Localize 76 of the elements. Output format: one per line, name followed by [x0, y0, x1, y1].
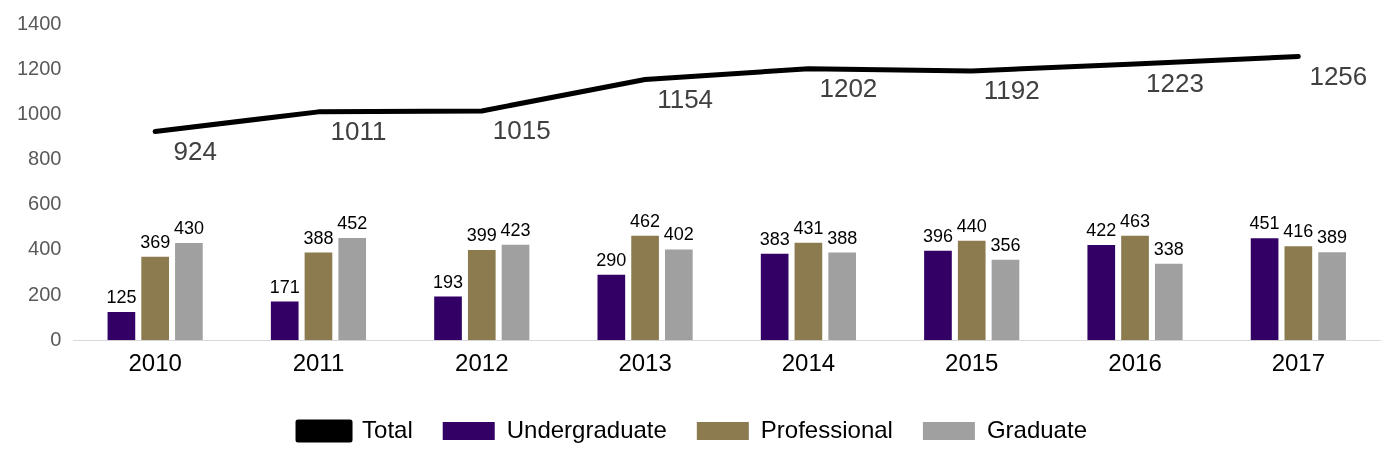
x-tick-label: 2015 [945, 349, 999, 377]
data-label: 451 [1249, 213, 1280, 234]
data-label: 396 [922, 225, 953, 246]
legend-label: Undergraduate [506, 415, 667, 443]
data-label: 452 [337, 213, 368, 234]
data-label: 416 [1283, 221, 1314, 242]
data-label: 125 [106, 286, 137, 307]
data-label: 1223 [1146, 68, 1204, 99]
bar [957, 240, 986, 341]
data-label: 924 [173, 135, 217, 166]
bar [794, 242, 823, 341]
legend-label: Graduate [986, 415, 1087, 443]
bar [665, 249, 693, 341]
bar [991, 259, 1020, 341]
bar [467, 250, 496, 341]
data-label: 369 [140, 231, 171, 252]
data-label: 383 [759, 228, 790, 249]
data-label: 388 [303, 227, 334, 248]
bar [175, 243, 203, 341]
y-tick-label: 400 [28, 237, 62, 260]
bar [1121, 235, 1149, 341]
data-label: 1011 [330, 116, 387, 147]
data-label: 1256 [1309, 60, 1368, 91]
bar [501, 244, 530, 341]
legend-label: Professional [760, 415, 893, 443]
data-label: 338 [1153, 238, 1184, 259]
bar [828, 252, 856, 341]
data-label: 399 [466, 225, 497, 246]
bar [1087, 244, 1116, 341]
y-tick-label: 1200 [16, 56, 62, 79]
y-tick-label: 0 [50, 327, 62, 350]
bar [270, 301, 299, 341]
bar [141, 256, 169, 341]
y-tick-label: 200 [28, 282, 62, 305]
data-label: 1154 [657, 83, 714, 114]
x-tick-label: 2010 [128, 349, 182, 377]
bar [597, 274, 626, 341]
data-label: 1202 [819, 72, 878, 103]
bar [1318, 252, 1346, 341]
x-tick-label: 2013 [618, 349, 672, 377]
bar [760, 253, 789, 341]
data-label: 193 [433, 271, 464, 292]
data-label: 431 [793, 217, 824, 238]
y-tick-label: 600 [28, 192, 62, 215]
bar [1154, 263, 1183, 341]
bar [924, 250, 952, 341]
y-tick-label: 800 [28, 147, 62, 170]
data-label: 462 [630, 210, 661, 231]
bar [107, 311, 136, 341]
bar [1250, 238, 1279, 341]
data-label: 1192 [983, 75, 1040, 106]
data-label: 440 [956, 215, 987, 236]
data-label: 356 [990, 234, 1021, 255]
legend-label: Total [362, 415, 413, 443]
data-label: 389 [1317, 227, 1348, 248]
data-label: 463 [1120, 210, 1151, 231]
data-label: 402 [663, 224, 694, 245]
data-label: 171 [269, 276, 300, 297]
bar [434, 296, 462, 341]
bar [1284, 246, 1313, 341]
x-tick-label: 2011 [292, 349, 345, 377]
x-tick-label: 2017 [1271, 349, 1326, 377]
data-label: 1015 [492, 115, 551, 146]
data-label: 430 [173, 218, 204, 239]
data-label: 290 [596, 249, 627, 270]
y-tick-label: 1000 [16, 101, 62, 124]
y-tick-label: 1400 [16, 11, 62, 34]
x-tick-label: 2016 [1108, 349, 1162, 377]
x-tick-label: 2014 [781, 349, 836, 377]
bar [304, 252, 333, 341]
data-label: 423 [500, 219, 531, 240]
x-tick-label: 2012 [455, 349, 509, 377]
bar [338, 238, 367, 341]
data-label: 388 [827, 227, 858, 248]
bar [631, 235, 659, 341]
data-label: 422 [1086, 219, 1117, 240]
